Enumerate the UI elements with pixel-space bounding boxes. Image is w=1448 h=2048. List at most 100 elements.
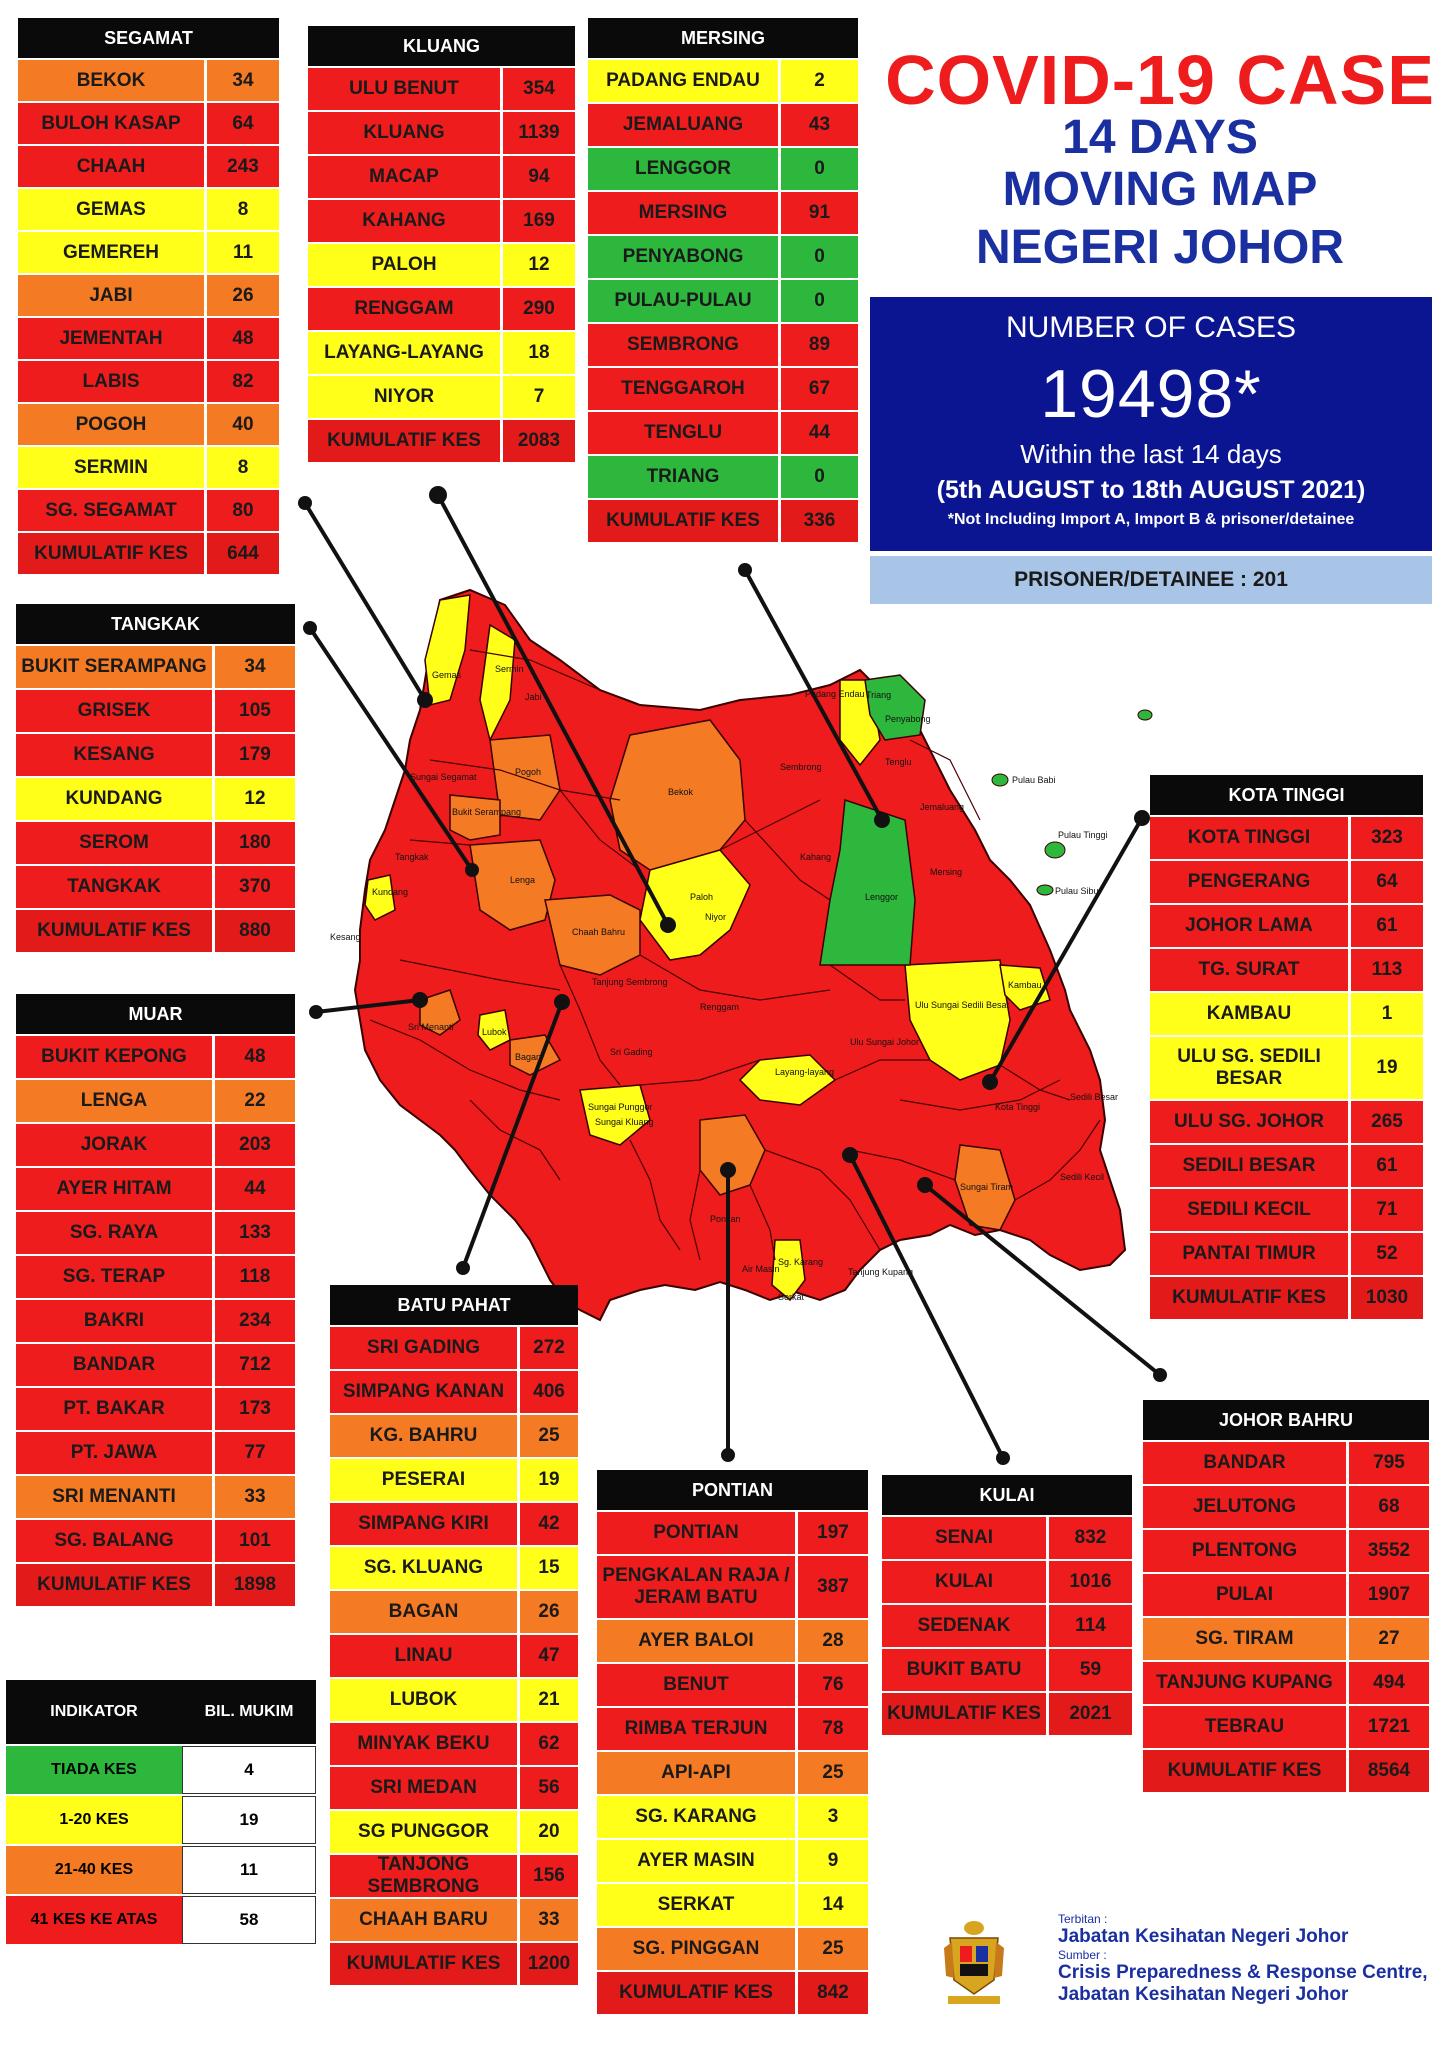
case-count: 12	[503, 244, 575, 286]
mukim-name: KUMULATIF KES	[18, 533, 204, 574]
case-count: 43	[781, 104, 858, 146]
map-region-lenga	[469, 839, 556, 931]
map-label-pulau-sibu: Pulau Sibu	[1055, 886, 1099, 896]
table-row: TENGGAROH 67	[588, 368, 858, 410]
table-row: BANDAR 712	[16, 1344, 295, 1386]
case-count: 26	[207, 275, 279, 316]
footer-source-line1: Crisis Preparedness & Response Centre,	[1058, 1962, 1428, 1983]
table-row: BENUT 76	[597, 1664, 868, 1706]
mukim-name: KAMBAU	[1150, 993, 1348, 1035]
mukim-name: SRI MEDAN	[330, 1767, 517, 1809]
map-label-kambau: Kambau	[1008, 980, 1042, 990]
table-row: LUBOK 21	[330, 1679, 578, 1721]
table-row: SRI GADING 272	[330, 1327, 578, 1369]
mukim-name: PT. BAKAR	[16, 1388, 212, 1430]
legend-count: 58	[182, 1896, 316, 1944]
mukim-name: SG. SEGAMAT	[18, 490, 204, 531]
mukim-name: SG. KARANG	[597, 1796, 795, 1838]
panel-header: JOHOR BAHRU	[1143, 1400, 1429, 1440]
mukim-name: TENGLU	[588, 412, 778, 454]
mukim-name: GEMEREH	[18, 232, 204, 273]
case-count: 78	[798, 1708, 868, 1750]
map-label-sungai-tiram: Sungai Tiram	[960, 1182, 1013, 1192]
mukim-name: BANDAR	[16, 1344, 212, 1386]
case-count: 114	[1049, 1605, 1132, 1647]
mukim-name: KLUANG	[308, 112, 500, 154]
case-count: 173	[215, 1388, 295, 1430]
mukim-name: KESANG	[16, 734, 212, 776]
mukim-name: TRIANG	[588, 456, 778, 498]
map-island-pulau-babi	[991, 773, 1009, 787]
mukim-name: SIMPANG KIRI	[330, 1503, 517, 1545]
case-count: 14	[798, 1884, 868, 1926]
mukim-name: PT. JAWA	[16, 1432, 212, 1474]
case-count: 15	[520, 1547, 578, 1589]
table-row: API-API 25	[597, 1752, 868, 1794]
footer-sumber-label: Sumber :	[1058, 1948, 1107, 1962]
table-row: PLENTONG 3552	[1143, 1530, 1429, 1572]
case-count: 68	[1349, 1486, 1429, 1528]
map-region-sri-menanti	[419, 989, 461, 1036]
panel-rows: BEKOK 34 BULOH KASAP 64 CHAAH 243 GEMAS 8 GEMERE…	[18, 60, 279, 574]
table-row: SERKAT 14	[597, 1884, 868, 1926]
table-row: BUKIT SERAMPANG 34	[16, 646, 295, 688]
mukim-name: SG PUNGGOR	[330, 1811, 517, 1853]
case-count: 34	[207, 60, 279, 101]
total-row: KUMULATIF KES 1898	[16, 1564, 295, 1606]
legend-count: 4	[182, 1746, 316, 1794]
legend: INDIKATOR BIL. MUKIM TIADA KES 4 1-20 KES 1…	[6, 1680, 316, 1944]
legend-row: 41 KES KE ATAS 58	[6, 1894, 316, 1944]
mukim-name: PENYABONG	[588, 236, 778, 278]
panel-johor-bahru: JOHOR BAHRU BANDAR 795 JELUTONG 68 PLENTONG 3…	[1143, 1400, 1429, 1794]
case-count: 8564	[1349, 1750, 1429, 1792]
map-label-padang-endau: Padang Endau	[805, 689, 865, 699]
table-row: TG. SURAT 113	[1150, 949, 1423, 991]
total-row: KUMULATIF KES 2083	[308, 420, 575, 462]
mukim-name: LAYANG-LAYANG	[308, 332, 500, 374]
mukim-name: SG. RAYA	[16, 1212, 212, 1254]
table-row: LABIS 82	[18, 361, 279, 402]
panel-header: MERSING	[588, 18, 858, 58]
case-count: 842	[798, 1972, 868, 2014]
mukim-name: JORAK	[16, 1124, 212, 1166]
table-row: AYER MASIN 9	[597, 1840, 868, 1882]
map-island-pulau-tinggi	[1044, 841, 1066, 859]
table-row: SEDENAK 114	[882, 1605, 1132, 1647]
panel-header: BATU PAHAT	[330, 1285, 578, 1325]
mukim-name: AYER MASIN	[597, 1840, 795, 1882]
table-row: SRI MENANTI 33	[16, 1476, 295, 1518]
page-title: COVID-19 CASE	[885, 41, 1435, 119]
panel-muar: MUAR BUKIT KEPONG 48 LENGA 22 JORAK 203 AYER H…	[16, 994, 295, 1608]
panel-header: KOTA TINGGI	[1150, 775, 1423, 815]
panel-rows: PADANG ENDAU 2 JEMALUANG 43 LENGGOR 0 MERSING 9…	[588, 60, 858, 542]
case-count: 9	[798, 1840, 868, 1882]
mukim-name: SEMBRONG	[588, 324, 778, 366]
map-label-tanjung-sembrong: Tanjung Sembrong	[592, 977, 668, 987]
table-row: PULAI 1907	[1143, 1574, 1429, 1616]
johor-crest-logo	[944, 1921, 1004, 2004]
mukim-name: SENAI	[882, 1517, 1046, 1559]
case-count: 113	[1351, 949, 1423, 991]
map-boundaries	[369, 649, 1101, 1261]
mukim-name: BULOH KASAP	[18, 103, 204, 144]
case-count: 406	[520, 1371, 578, 1413]
mukim-name: SG. TIRAM	[1143, 1618, 1346, 1660]
mukim-name: SIMPANG KANAN	[330, 1371, 517, 1413]
map-region-triang-penyabong	[864, 674, 926, 741]
table-row: SENAI 832	[882, 1517, 1132, 1559]
table-row: KAMBAU 1	[1150, 993, 1423, 1035]
table-row: RENGGAM 290	[308, 288, 575, 330]
map-labels: Gemas Sermin Jabi Pogoh Bekok Paloh Niyo…	[330, 664, 1118, 1302]
case-count: 25	[798, 1928, 868, 1970]
total-cases-box: NUMBER OF CASES 19498* Within the last 1…	[870, 297, 1432, 551]
case-count: 265	[1351, 1101, 1423, 1143]
map-label-lubok: Lubok	[482, 1027, 507, 1037]
title-line-negeri-johor: NEGERI JOHOR	[975, 221, 1345, 274]
table-row: SG PUNGGOR 20	[330, 1811, 578, 1853]
map-label-kundang: Kundang	[372, 887, 408, 897]
mukim-name: RENGGAM	[308, 288, 500, 330]
mukim-name: KUMULATIF KES	[588, 500, 778, 542]
case-count: 26	[520, 1591, 578, 1633]
case-count: 795	[1349, 1442, 1429, 1484]
table-row: MINYAK BEKU 62	[330, 1723, 578, 1765]
